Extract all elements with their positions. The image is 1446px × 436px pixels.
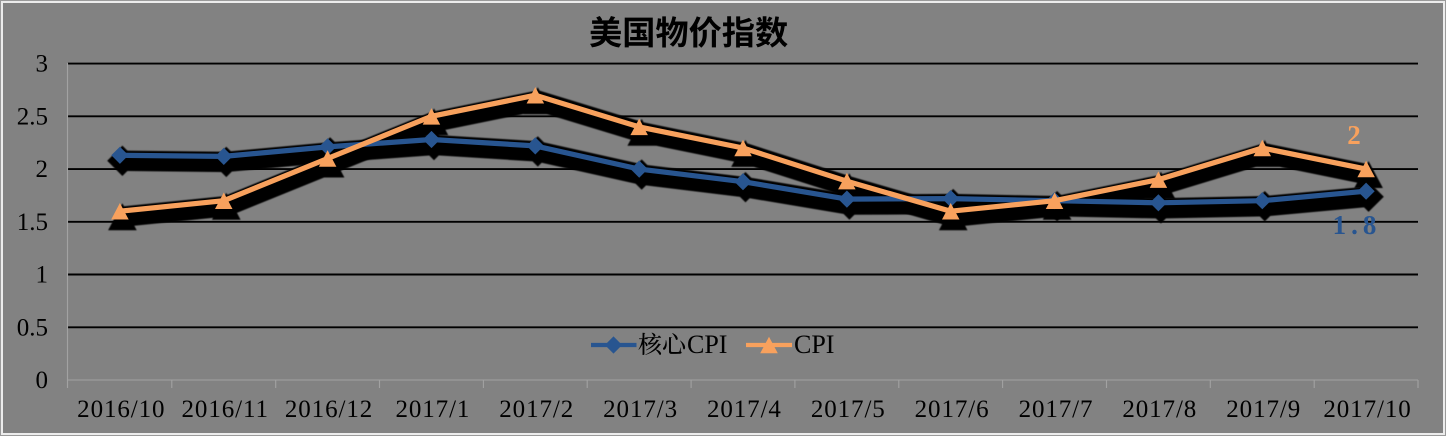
svg-text:0.5: 0.5 (17, 314, 48, 341)
svg-text:2017/10: 2017/10 (1323, 396, 1411, 423)
svg-text:2: 2 (1347, 120, 1361, 150)
svg-text:1.8: 1.8 (1333, 210, 1382, 240)
svg-text:2.5: 2.5 (17, 103, 48, 130)
svg-text:2017/9: 2017/9 (1226, 396, 1301, 423)
svg-text:2: 2 (36, 156, 49, 183)
svg-text:2017/6: 2017/6 (915, 396, 990, 423)
svg-text:2017/7: 2017/7 (1019, 396, 1094, 423)
svg-text:3: 3 (36, 51, 49, 78)
svg-text:2016/12: 2016/12 (285, 396, 373, 423)
svg-text:1: 1 (36, 262, 49, 289)
svg-text:2017/8: 2017/8 (1122, 396, 1197, 423)
svg-text:2016/10: 2016/10 (77, 396, 165, 423)
svg-text:2017/2: 2017/2 (499, 396, 574, 423)
svg-text:0: 0 (36, 367, 49, 394)
svg-text:1.5: 1.5 (17, 209, 48, 236)
svg-text:2017/4: 2017/4 (707, 396, 782, 423)
svg-text:CPI: CPI (794, 330, 834, 359)
svg-text:2016/11: 2016/11 (182, 396, 269, 423)
svg-text:2017/5: 2017/5 (811, 396, 886, 423)
svg-text:2017/1: 2017/1 (395, 396, 470, 423)
svg-text:2017/3: 2017/3 (603, 396, 678, 423)
svg-text:CPI: CPI (687, 330, 727, 359)
